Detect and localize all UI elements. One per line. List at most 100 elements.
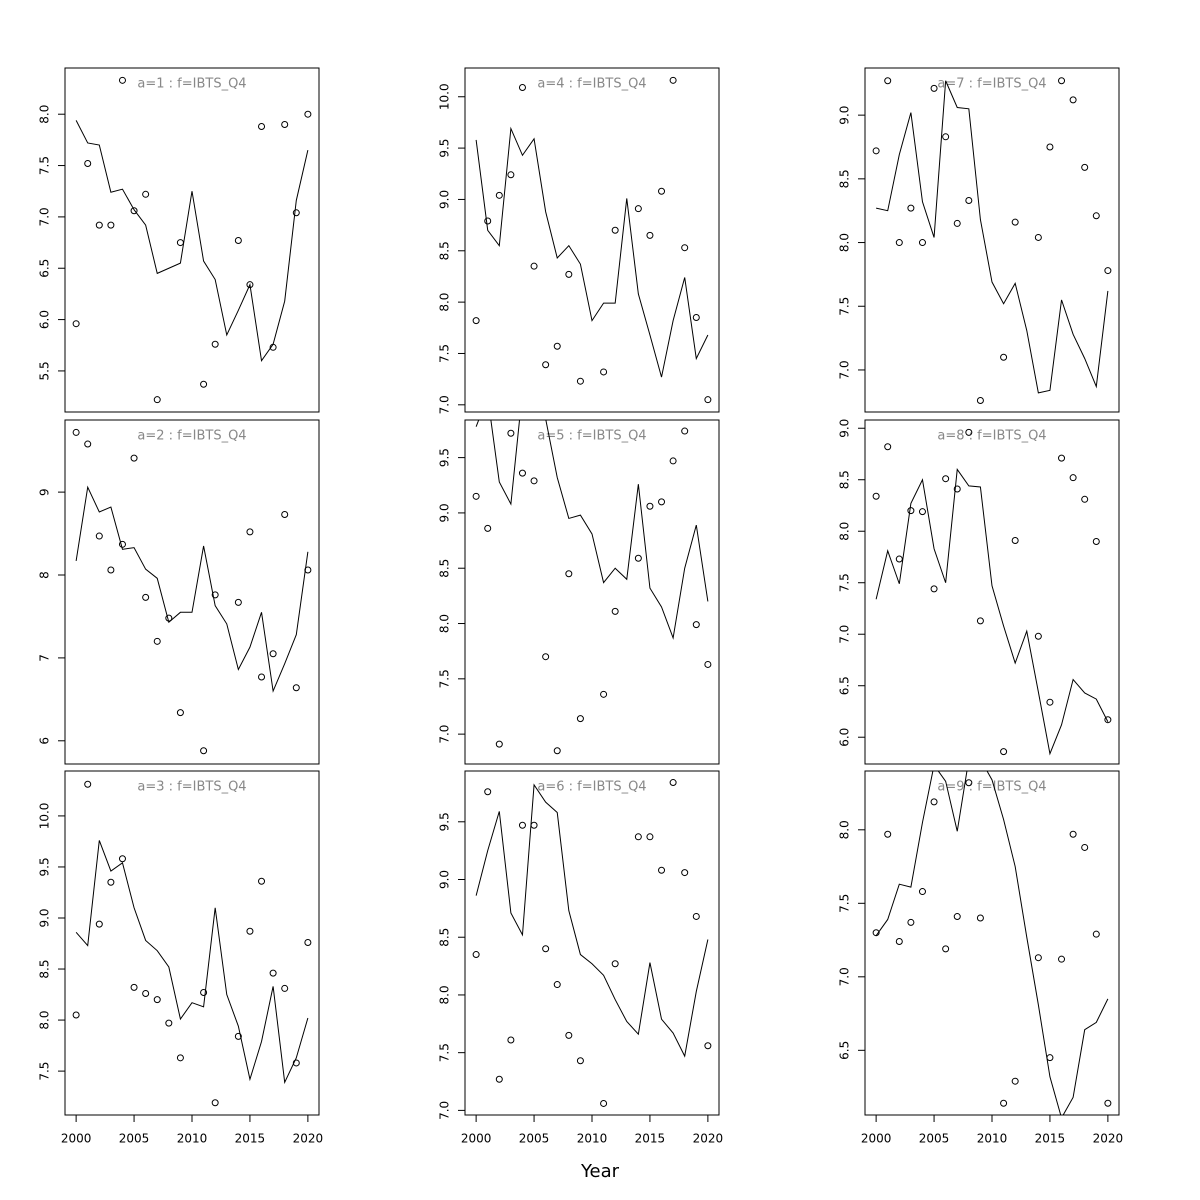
panel: a=4 : f=IBTS_Q4 7.0 7.5 8.0 8.5 9.0 9.5 10.0 (438, 67, 720, 414)
data-point (1034, 233, 1042, 241)
panel-title: a=2 : f=IBTS_Q4 (137, 429, 246, 444)
data-point (965, 197, 973, 205)
y-tick-label: 8.0 (838, 522, 852, 541)
fitted-line (75, 840, 309, 1085)
data-point (953, 913, 961, 921)
data-point (704, 660, 712, 668)
data-point (600, 1099, 608, 1107)
data-point (895, 938, 903, 946)
y-tick-label: 7.0 (38, 207, 52, 226)
data-point (1092, 538, 1100, 546)
panel-frame (464, 770, 720, 1116)
y-tick-label: 9.5 (438, 812, 452, 831)
data-point (484, 524, 492, 532)
panel-frame (464, 419, 720, 765)
data-point (1104, 267, 1112, 275)
data-point (565, 570, 573, 578)
panel-title: a=4 : f=IBTS_Q4 (537, 77, 646, 92)
fitted-line (875, 468, 1109, 756)
data-point (884, 443, 892, 451)
data-point (1046, 698, 1054, 706)
plot-area (72, 428, 312, 755)
data-point (553, 747, 561, 755)
y-tick-label: 6.0 (38, 310, 52, 329)
data-point (600, 690, 608, 698)
data-point (118, 540, 126, 548)
data-point (530, 262, 538, 270)
panel: a=1 : f=IBTS_Q4 5.5 6.0 6.5 7.0 7.5 8.0 (38, 67, 320, 413)
data-point (234, 598, 242, 606)
data-point (976, 397, 984, 405)
data-point (895, 239, 903, 247)
panel-title: a=6 : f=IBTS_Q4 (537, 780, 646, 795)
panel: a=7 : f=IBTS_Q4 7.0 7.5 8.0 8.5 9.0 (838, 67, 1120, 413)
data-point (234, 237, 242, 245)
data-point (281, 120, 289, 128)
panel: a=9 : f=IBTS_Q4 6.5 7.0 7.5 8.0 2000 2005 2010 2… (838, 770, 1124, 1146)
data-point (234, 1032, 242, 1040)
data-point (292, 209, 300, 217)
data-point (142, 190, 150, 198)
data-point (1081, 843, 1089, 851)
data-point (281, 984, 289, 992)
data-point (692, 912, 700, 920)
data-point (1000, 353, 1008, 361)
y-tick-label: 8.5 (38, 959, 52, 978)
data-point (576, 377, 584, 385)
y-tick-label: 8.0 (838, 820, 852, 839)
x-tick-label: 2020 (1093, 1132, 1124, 1146)
y-tick-label: 7.5 (838, 297, 852, 316)
data-point (553, 981, 561, 989)
y-tick-label: 8.5 (438, 928, 452, 947)
x-tick-label: 2010 (177, 1132, 208, 1146)
data-point (507, 1036, 515, 1044)
y-tick-label: 7.5 (38, 156, 52, 175)
data-point (565, 1031, 573, 1039)
panel-frame (64, 67, 320, 413)
y-tick-label: 6.5 (838, 676, 852, 695)
data-point (576, 1057, 584, 1065)
data-point (95, 532, 103, 540)
y-tick-label: 8.5 (838, 470, 852, 489)
data-point (542, 653, 550, 661)
data-point (965, 428, 973, 436)
data-point (72, 428, 80, 436)
data-point (200, 989, 208, 997)
fitted-line (475, 783, 709, 1058)
fitted-line (75, 485, 309, 693)
y-tick-label: 7.5 (38, 1062, 52, 1081)
panel-title: a=8 : f=IBTS_Q4 (937, 429, 1046, 444)
data-point (918, 239, 926, 247)
data-point (211, 591, 219, 599)
y-tick-label: 7.5 (838, 894, 852, 913)
y-tick-label: 7.0 (438, 395, 452, 414)
data-point (872, 492, 880, 500)
data-point (1069, 474, 1077, 482)
data-point (258, 877, 266, 885)
y-tick-label: 8.5 (438, 559, 452, 578)
data-point (1011, 537, 1019, 545)
data-point (681, 427, 689, 435)
data-point (658, 498, 666, 506)
y-tick-label: 6.5 (838, 1041, 852, 1060)
data-point (1034, 954, 1042, 962)
data-point (107, 566, 115, 574)
y-tick-label: 7.0 (438, 725, 452, 744)
data-point (930, 585, 938, 593)
x-tick-label: 2005 (519, 1132, 550, 1146)
data-point (107, 878, 115, 886)
y-tick-label: 8.0 (38, 105, 52, 124)
y-tick-label: 9 (38, 488, 52, 496)
data-point (1000, 748, 1008, 756)
data-point (153, 637, 161, 645)
data-point (530, 821, 538, 829)
data-point (884, 77, 892, 85)
data-point (292, 1059, 300, 1067)
data-point (84, 780, 92, 788)
panel: a=6 : f=IBTS_Q4 7.0 7.5 8.0 8.5 9.0 9.5 2000 200… (438, 770, 723, 1146)
data-point (258, 673, 266, 681)
data-point (976, 914, 984, 922)
data-point (658, 866, 666, 874)
x-tick-label: 2005 (119, 1132, 150, 1146)
